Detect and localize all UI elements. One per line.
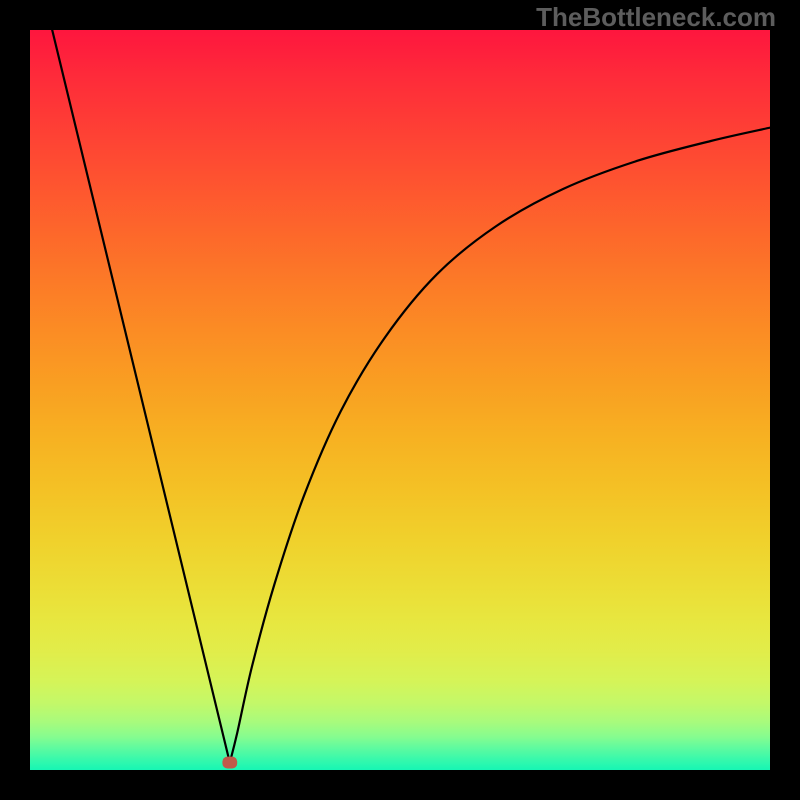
bottleneck-curve (52, 30, 770, 763)
curve-layer (30, 30, 770, 770)
plot-area (30, 30, 770, 770)
figure-root: TheBottleneck.com (0, 0, 800, 800)
minimum-marker (222, 757, 237, 769)
watermark-text: TheBottleneck.com (536, 4, 776, 30)
